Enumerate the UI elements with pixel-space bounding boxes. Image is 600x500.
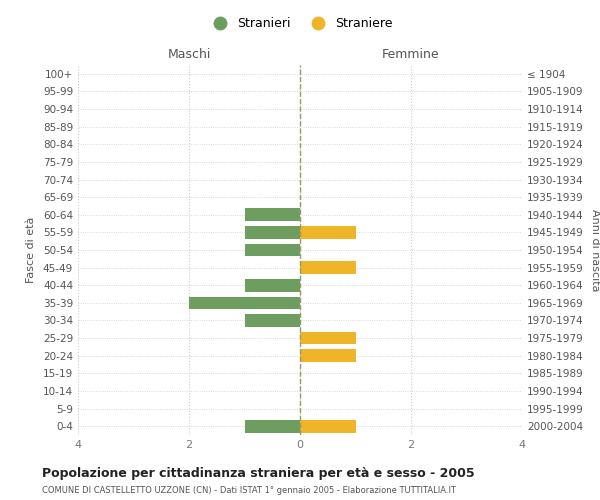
Bar	[245, 208, 300, 221]
Y-axis label: Anni di nascita: Anni di nascita	[590, 209, 600, 291]
Bar	[300, 262, 355, 274]
Bar	[245, 226, 300, 238]
Y-axis label: Fasce di età: Fasce di età	[26, 217, 36, 283]
Bar	[245, 420, 300, 432]
Bar	[300, 420, 355, 432]
Bar	[300, 332, 355, 344]
Bar	[245, 314, 300, 327]
Text: Popolazione per cittadinanza straniera per età e sesso - 2005: Popolazione per cittadinanza straniera p…	[42, 468, 475, 480]
Bar	[245, 244, 300, 256]
Text: Femmine: Femmine	[382, 48, 440, 60]
Bar	[300, 226, 355, 238]
Text: Maschi: Maschi	[167, 48, 211, 60]
Bar	[189, 296, 300, 309]
Bar	[245, 279, 300, 291]
Bar	[300, 350, 355, 362]
Text: COMUNE DI CASTELLETTO UZZONE (CN) - Dati ISTAT 1° gennaio 2005 - Elaborazione TU: COMUNE DI CASTELLETTO UZZONE (CN) - Dati…	[42, 486, 456, 495]
Legend: Stranieri, Straniere: Stranieri, Straniere	[202, 12, 398, 35]
